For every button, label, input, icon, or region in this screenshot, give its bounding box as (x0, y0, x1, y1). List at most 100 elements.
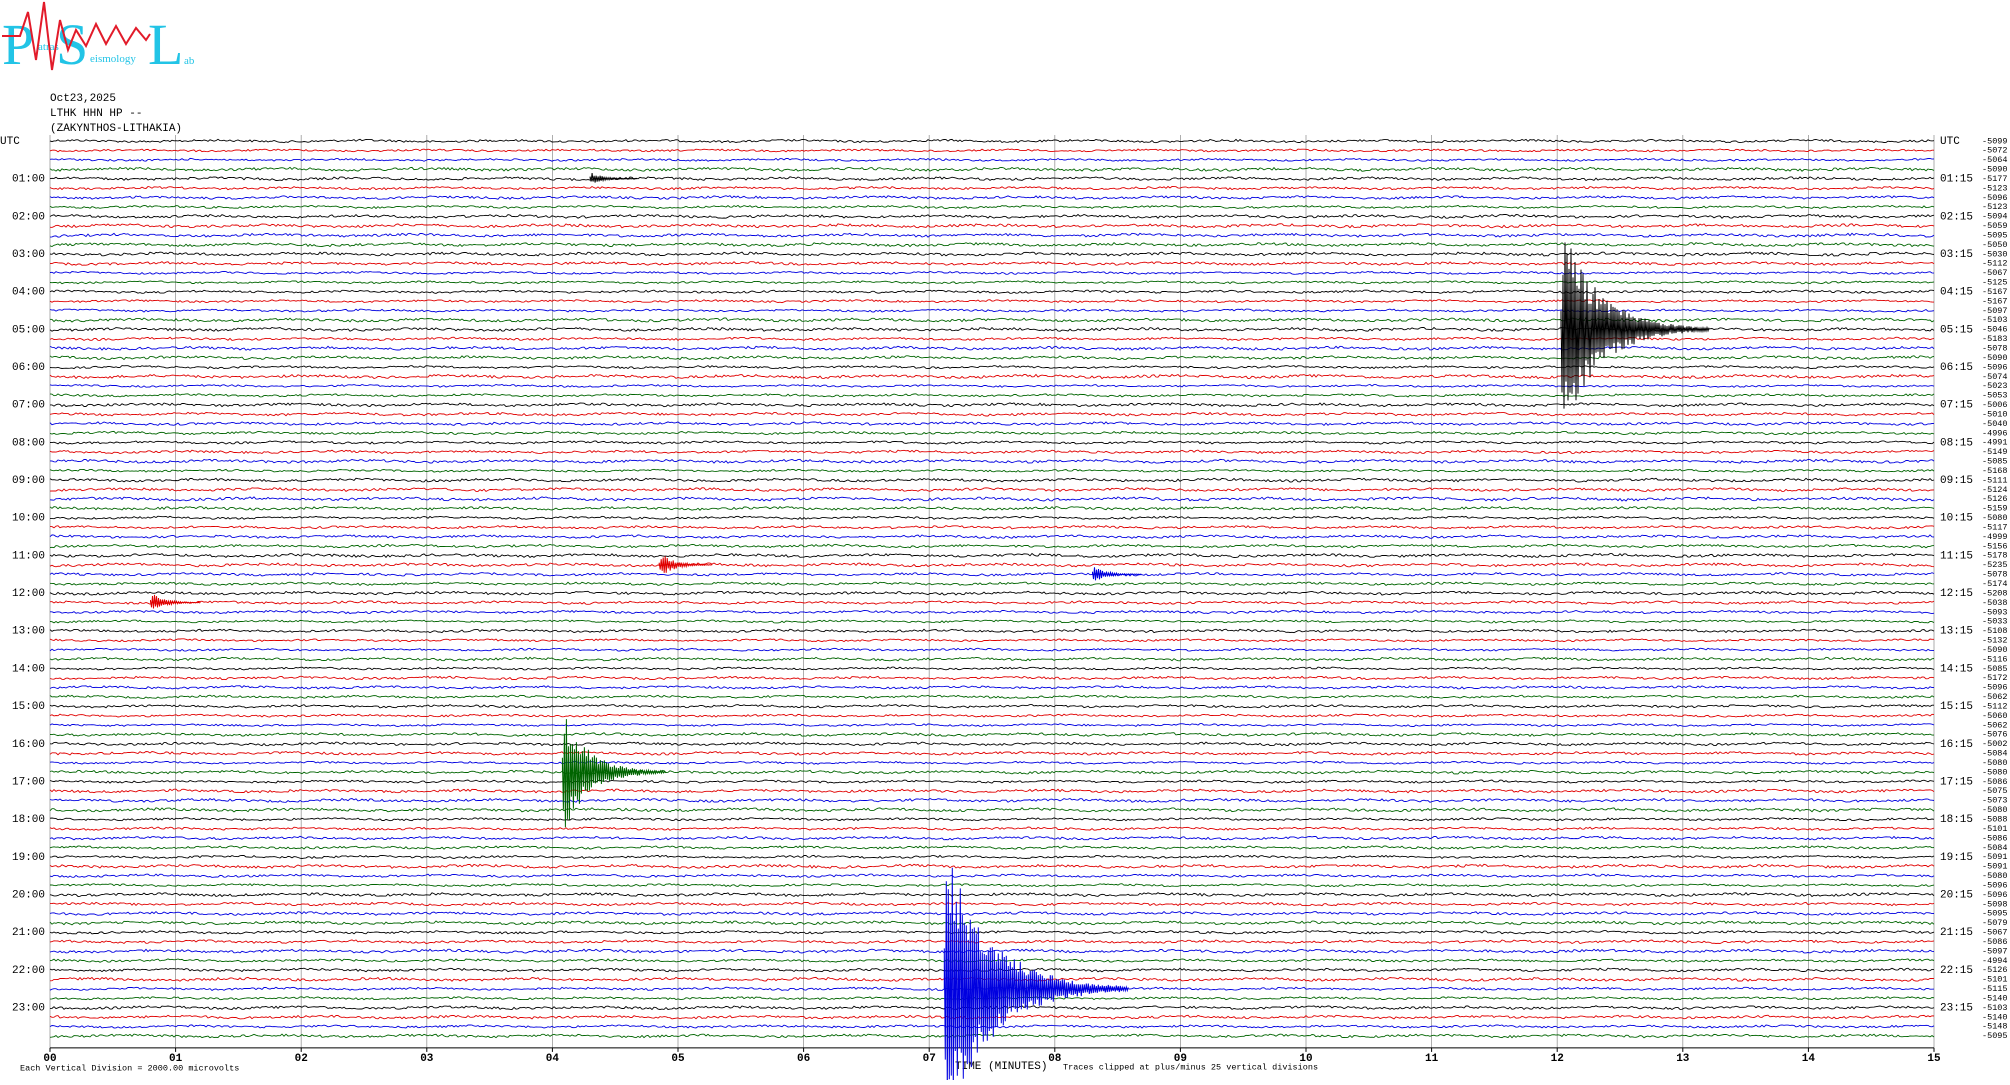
row-offset: -5006 (1982, 400, 2008, 410)
row-offset: -5091 (1982, 852, 2008, 862)
row-offset: -5074 (1982, 372, 2008, 382)
row-offset: -5159 (1982, 504, 2008, 514)
row-offset: -5023 (1982, 381, 2008, 391)
row-offset: -5172 (1982, 673, 2008, 683)
trace (49, 760, 1935, 765)
trace (49, 779, 1935, 784)
row-offset: -5085 (1982, 457, 2008, 467)
trace (49, 1033, 1935, 1039)
trace (50, 515, 1935, 520)
trace (49, 365, 1935, 370)
trace (49, 731, 1934, 737)
time-label: UTC (0, 136, 20, 148)
time-label: 21:15 (1940, 927, 1973, 939)
row-offset: -5088 (1982, 814, 2008, 824)
trace (49, 345, 1935, 351)
trace (49, 920, 1935, 926)
row-offset: -5097 (1982, 946, 2008, 956)
trace (49, 854, 1935, 860)
row-offset: -5078 (1982, 570, 2008, 580)
trace (49, 166, 1935, 172)
row-offset: -5168 (1982, 466, 2008, 476)
row-offset: -5174 (1982, 579, 2008, 589)
time-label: 05:15 (1940, 324, 1973, 336)
trace (49, 590, 1935, 596)
time-label: 15:00 (12, 701, 45, 713)
row-offset: -5062 (1982, 720, 2008, 730)
x-tick-label: 14 (1802, 1053, 1816, 1065)
x-tick-label: 01 (169, 1053, 183, 1065)
location: (ZAKYNTHOS-LITHAKIA) (50, 123, 182, 135)
row-offset: -5140 (1982, 993, 2008, 1003)
logo-word: ab (184, 55, 195, 67)
trace (49, 929, 1935, 935)
row-offset: -5059 (1982, 221, 2008, 231)
clip-note: Traces clipped at plus/minus 25 vertical… (1063, 1062, 1318, 1072)
time-label: 22:00 (12, 965, 45, 977)
time-label: 13:00 (12, 626, 45, 638)
row-offset: -5046 (1982, 325, 2008, 335)
x-tick-label: 12 (1551, 1053, 1564, 1065)
trace (49, 562, 1935, 568)
trace (49, 496, 1935, 502)
row-offset: -5084 (1982, 843, 2008, 853)
x-tick-label: 11 (1425, 1053, 1439, 1065)
trace (49, 336, 1935, 341)
trace (49, 600, 1935, 605)
trace (49, 741, 1935, 747)
row-offset: -5126 (1982, 494, 2008, 504)
row-offset: -5132 (1982, 636, 2008, 646)
x-tick-label: 08 (1048, 1053, 1062, 1065)
trace (50, 609, 1935, 615)
trace (50, 402, 1935, 408)
row-offset: -5086 (1982, 833, 2008, 843)
time-label: 05:00 (12, 324, 45, 336)
time-label: 02:15 (1940, 211, 1973, 223)
row-offset: -5080 (1982, 871, 2008, 881)
time-label: 11:00 (12, 550, 45, 562)
x-tick-label: 02 (295, 1053, 308, 1065)
trace (49, 628, 1935, 634)
time-label: 16:00 (12, 739, 45, 751)
trace (49, 703, 1934, 709)
time-label: 04:00 (12, 287, 45, 299)
row-offset: -5084 (1982, 749, 2008, 759)
row-offset: -5103 (1982, 1003, 2008, 1013)
row-offset: -4999 (1982, 532, 2008, 542)
row-offset: -5117 (1982, 522, 2008, 532)
trace (49, 289, 1935, 294)
row-offset: -5075 (1982, 786, 2008, 796)
row-offset: -5111 (1982, 475, 2008, 485)
time-label: 14:15 (1940, 663, 1973, 675)
trace (49, 826, 1935, 831)
trace (49, 581, 1935, 587)
row-offset: -5208 (1982, 588, 2008, 598)
trace (49, 421, 1935, 427)
x-tick-label: 05 (671, 1053, 685, 1065)
time-label: 23:00 (12, 1003, 45, 1015)
trace (49, 572, 1935, 577)
trace (49, 148, 1934, 153)
time-label: 16:15 (1940, 739, 1973, 751)
row-offset: -5167 (1982, 287, 2008, 297)
row-offset: -5079 (1982, 918, 2008, 928)
row-offset: -5095 (1982, 230, 2008, 240)
row-offset: -5103 (1982, 315, 2008, 325)
time-label: UTC (1940, 136, 1960, 148)
row-offset: -5095 (1982, 1031, 2008, 1041)
trace (49, 317, 1935, 323)
trace (49, 411, 1935, 417)
date: Oct23,2025 (50, 93, 116, 105)
trace (49, 723, 1935, 727)
time-label: 10:00 (12, 513, 45, 525)
row-offset: -5108 (1982, 626, 2008, 636)
logo-letter: L (148, 12, 183, 77)
time-label: 03:15 (1940, 249, 1973, 261)
row-offset: -5090 (1982, 353, 2008, 363)
trace (49, 355, 1935, 361)
time-label: 21:00 (12, 927, 45, 939)
trace (49, 1014, 1935, 1020)
logo-wave (2, 1, 151, 71)
row-offset: -5078 (1982, 343, 2008, 353)
trace (49, 308, 1935, 313)
